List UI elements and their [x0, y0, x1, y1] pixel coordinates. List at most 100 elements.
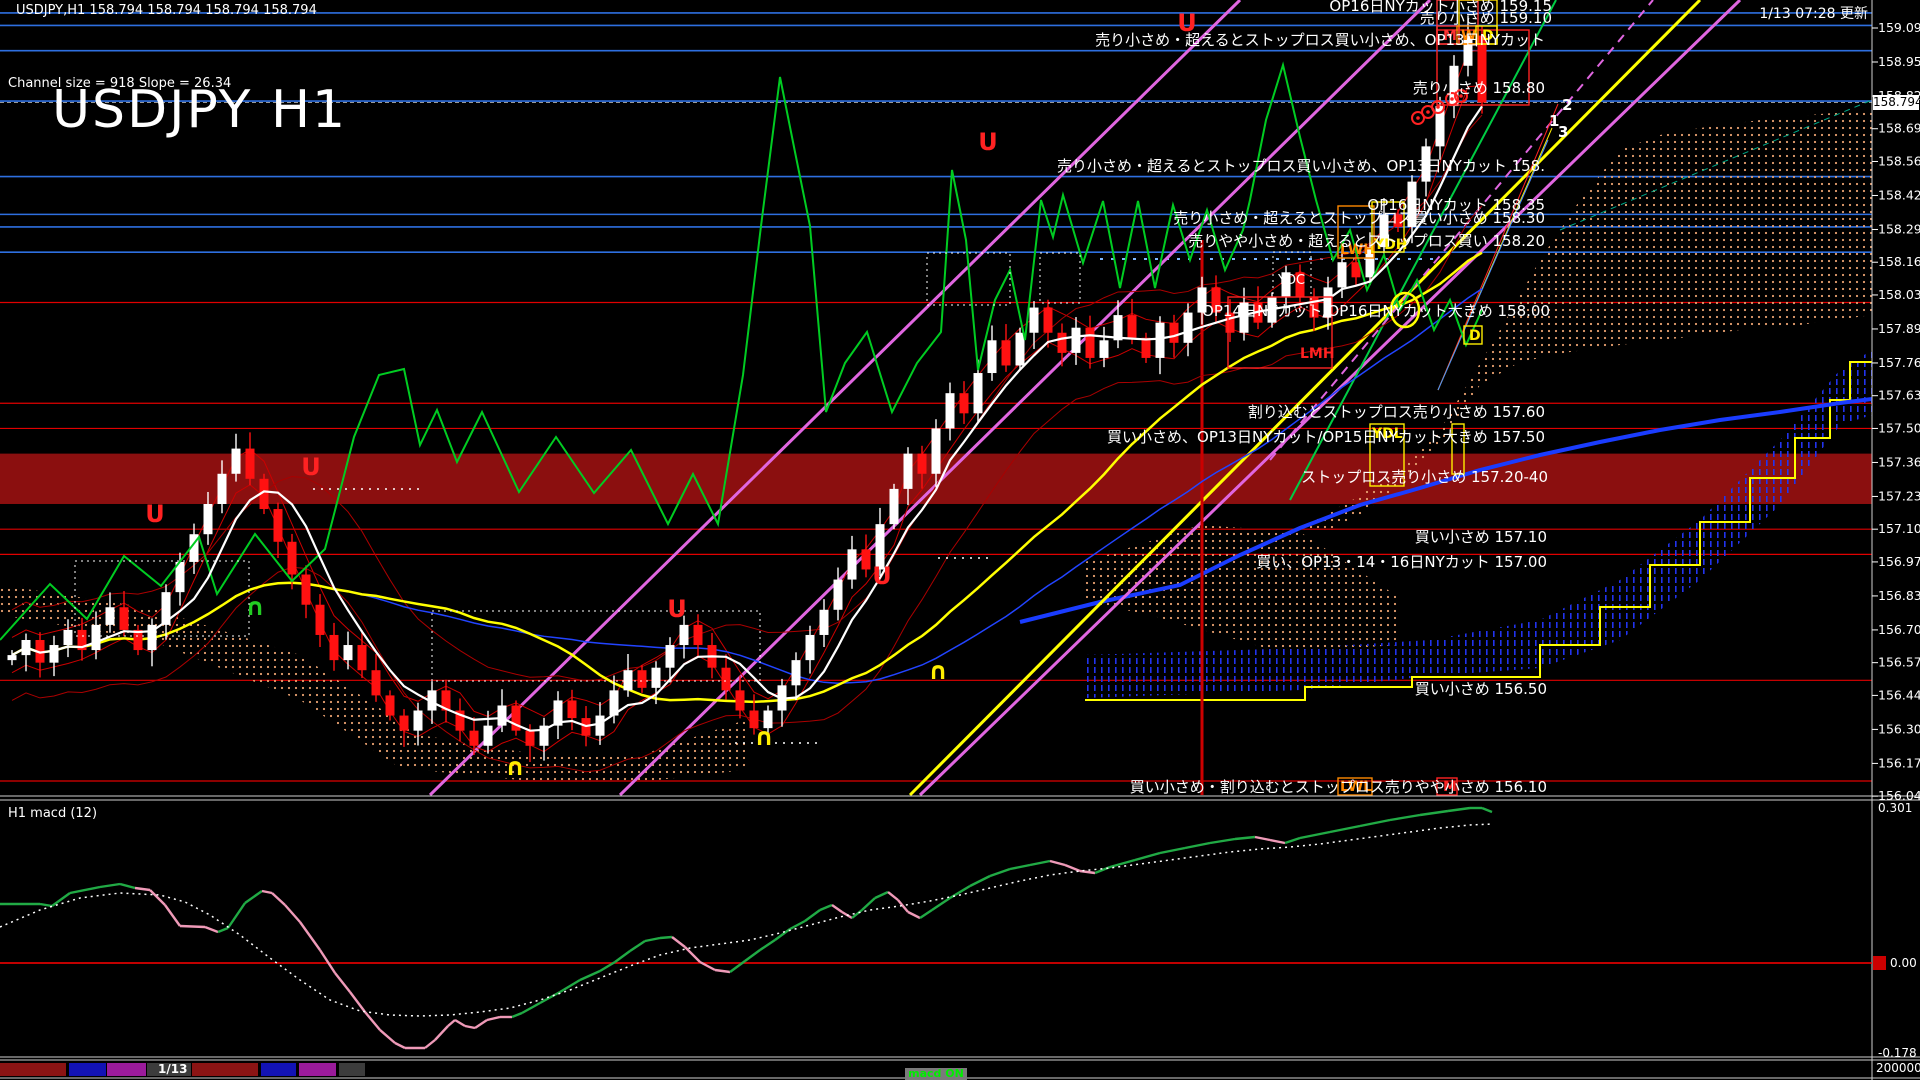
- price-axis-label: 157.100: [1878, 521, 1920, 536]
- macd-line-segment: [629, 940, 646, 952]
- macd-line-segment: [364, 1011, 381, 1031]
- period-marker-box: [1371, 201, 1405, 253]
- price-axis-label: 156.440: [1878, 687, 1920, 702]
- dotted-range-box: [1272, 251, 1312, 308]
- macd-line-segment: [447, 1019, 456, 1027]
- macd-line-segment: [39, 902, 53, 908]
- period-marker-box: [1463, 325, 1483, 345]
- macd-line-segment: [1184, 841, 1211, 850]
- timeline-segment: [69, 1063, 106, 1076]
- macd-line-segment: [1109, 858, 1136, 869]
- price-annotation: OP16日NYカット小さめ 159.15: [1329, 0, 1552, 15]
- macd-line-segment: [227, 902, 246, 929]
- timeline-segment: [339, 1063, 365, 1076]
- price-annotation: OP14日NYカット/OP16日NYカット大きめ 158.00: [1202, 302, 1550, 320]
- timeline-segment: [192, 1063, 258, 1076]
- period-marker-box: [1436, 25, 1460, 45]
- fast-ma-white: [11, 105, 1483, 732]
- channel-line-label: 1: [1549, 112, 1559, 130]
- macd-line-segment: [671, 936, 686, 948]
- ichimoku-cloud-left: [0, 585, 745, 782]
- price-annotation: 売り小さめ・超えるとストップロス買い小さめ、OP13日NYカット: [1095, 31, 1545, 49]
- reversal-marker: U: [872, 562, 892, 590]
- channel-line-label: 3: [1558, 123, 1568, 141]
- timeline-segment: [147, 1063, 191, 1076]
- macd-line-segment: [1481, 806, 1493, 814]
- red-envelope-lower: [11, 205, 1483, 773]
- macd-axis-max: 0.301: [1878, 801, 1913, 815]
- macd-line-segment: [334, 972, 351, 993]
- macd-toggle-button[interactable]: macd ON: [905, 1068, 967, 1080]
- price-annotation: 売り小さめ・超えるとストップロス買い小さめ、OP13日NYカット 158.: [1057, 157, 1545, 175]
- macd-line-segment: [474, 1019, 488, 1029]
- macd-line-segment: [204, 925, 219, 934]
- macd-line-segment: [1329, 824, 1361, 834]
- signal-circle-dot: [1426, 110, 1430, 114]
- price-axis[interactable]: [1872, 27, 1878, 797]
- mid-ma-yellow: [11, 251, 1483, 704]
- trend-line: [1289, 0, 1557, 501]
- macd-line-segment: [511, 1011, 523, 1019]
- macd-line-segment: [644, 936, 661, 943]
- timeline-date-label: 1/13: [158, 1062, 188, 1076]
- macd-line-segment: [887, 891, 899, 901]
- reversal-marker: ∩: [928, 657, 948, 685]
- price-axis-label: 158.030: [1878, 287, 1920, 302]
- price-annotation: 買い小さめ 157.10: [1415, 528, 1547, 546]
- macd-line-segment: [969, 874, 991, 888]
- macd-line-segment: [394, 1041, 406, 1050]
- macd-line-segment: [424, 1039, 436, 1049]
- macd-line-segment: [379, 1029, 396, 1044]
- period-marker-box: [1475, 25, 1498, 45]
- reversal-marker: U: [978, 128, 998, 156]
- macd-line-segment: [759, 939, 776, 951]
- price-annotation: ストップロス売り小さめ 157.20-40: [1301, 468, 1548, 486]
- period-marker-label: YDH: [1373, 237, 1407, 253]
- macd-line-segment: [1064, 863, 1081, 873]
- channel-line-label: 2: [1562, 96, 1572, 114]
- macd-line-segment: [69, 885, 101, 895]
- price-axis-label: 156.835: [1878, 588, 1920, 603]
- price-axis-label: 156.570: [1878, 655, 1920, 670]
- ichimoku-cloud-future: [1300, 110, 1872, 530]
- price-axis-label: 157.895: [1878, 321, 1920, 336]
- period-marker-box: [1451, 423, 1465, 475]
- timeline-segment: [261, 1063, 296, 1076]
- signal-circle: [1445, 92, 1459, 106]
- price-annotation: 買い小さめ・割り込むとストップロス売りやや小さめ 156.10: [1130, 778, 1547, 796]
- period-marker-box: [1456, 25, 1479, 45]
- reversal-marker: ∩: [245, 593, 265, 621]
- price-axis-label: 157.630: [1878, 388, 1920, 403]
- price-axis-label: 157.760: [1878, 355, 1920, 370]
- macd-line-segment: [1029, 859, 1051, 867]
- candles: [7, 15, 1487, 763]
- macd-line-segment: [804, 909, 821, 922]
- period-marker-label: M: [1443, 28, 1457, 44]
- macd-line-segment: [271, 892, 286, 906]
- macd-line-segment: [1079, 869, 1096, 875]
- price-axis-label: 158.690: [1878, 121, 1920, 136]
- macd-line-segment: [486, 1015, 501, 1022]
- macd-line-segment: [539, 990, 561, 1005]
- symbol-ohlc-line: USDJPY,H1 158.794 158.794 158.794 158.79…: [16, 3, 317, 18]
- price-axis-label: 158.290: [1878, 221, 1920, 236]
- reversal-marker: ∩: [505, 753, 525, 781]
- macd-line-segment: [714, 968, 731, 974]
- update-timestamp: 1/13 07:28 更新: [1759, 6, 1868, 22]
- signal-circle-dot: [1450, 97, 1454, 101]
- trend-line: [1559, 99, 1873, 231]
- chart-watermark: USDJPY H1: [52, 80, 348, 140]
- reversal-marker: U: [1177, 9, 1197, 37]
- period-marker-box: [1227, 296, 1333, 369]
- timeline-segment: [107, 1063, 146, 1076]
- macd-axis-min: -0.178: [1878, 1046, 1917, 1060]
- timeline-segment: [299, 1063, 336, 1076]
- macd-line-segment: [599, 960, 616, 973]
- current-price-badge: 158.794: [1873, 95, 1920, 110]
- timeline-segment: [0, 1063, 66, 1076]
- trend-line: [1437, 139, 1549, 391]
- mtf-cloud-band: [1085, 350, 1872, 698]
- price-axis-label: 158.160: [1878, 254, 1920, 269]
- macd-line-segment: [1419, 809, 1449, 817]
